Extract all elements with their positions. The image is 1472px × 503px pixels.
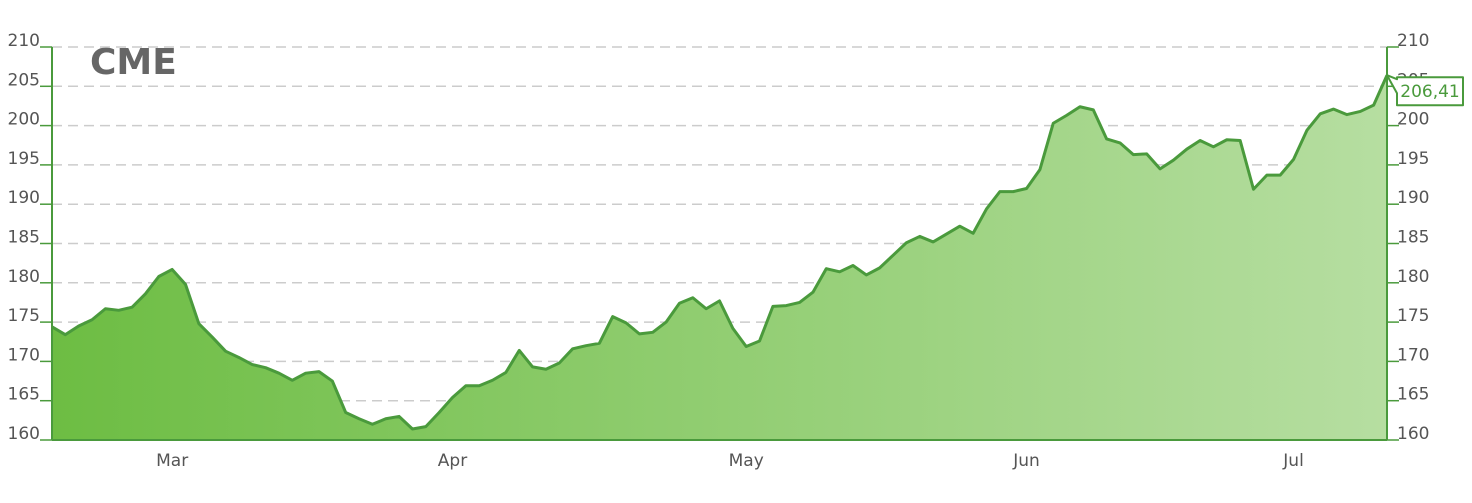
y-tick-label: 160	[8, 424, 40, 444]
y-tick-label: 180	[8, 267, 40, 287]
x-tick-label: Apr	[438, 451, 467, 471]
chart-title: CME	[90, 42, 177, 83]
y-tick-label: 185	[8, 228, 40, 248]
y2-tick-label: 185	[1397, 228, 1429, 248]
x-tick-label: Mar	[156, 451, 188, 471]
y-tick-label: 195	[8, 149, 40, 169]
y2-tick-label: 180	[1397, 267, 1429, 287]
y-tick-label: 175	[8, 306, 40, 326]
area	[52, 75, 1387, 440]
y2-tick-label: 195	[1397, 149, 1429, 169]
y2-tick-label: 210	[1397, 31, 1429, 51]
y-tick-label: 200	[8, 110, 40, 130]
y2-tick-label: 200	[1397, 110, 1429, 130]
y2-tick-label: 175	[1397, 306, 1429, 326]
y-tick-label: 210	[8, 31, 40, 51]
value-callout	[1386, 74, 1464, 107]
y-tick-label: 170	[8, 345, 40, 365]
x-tick-label: Jul	[1282, 451, 1304, 471]
x-tick-label: May	[729, 451, 764, 471]
y-tick-label: 165	[8, 385, 40, 405]
y-tick-label: 205	[8, 70, 40, 90]
y2-tick-label: 190	[1397, 188, 1429, 208]
y2-tick-label: 160	[1397, 424, 1429, 444]
x-tick-label: Jun	[1012, 451, 1040, 471]
y2-tick-label: 170	[1397, 345, 1429, 365]
y-tick-label: 190	[8, 188, 40, 208]
value-label: 206,41	[1400, 82, 1459, 102]
line	[51, 74, 1389, 431]
y2-tick-label: 165	[1397, 385, 1429, 405]
